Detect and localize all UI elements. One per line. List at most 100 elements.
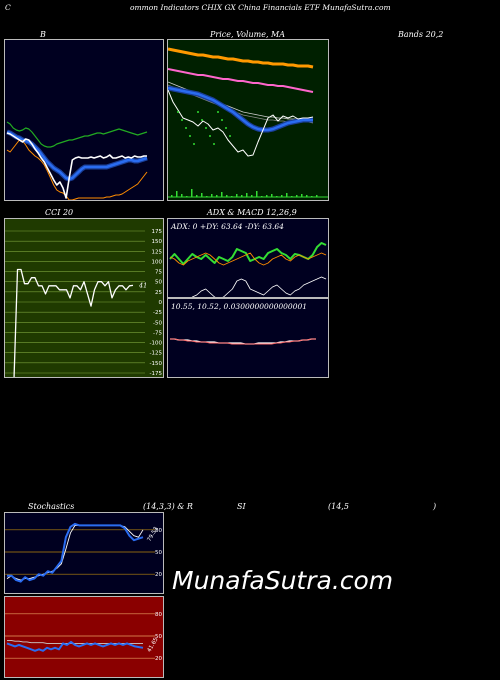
ma-blue-line	[168, 86, 313, 132]
stoch-value-label: 79.53	[147, 526, 160, 543]
label-rsi-params: (14,5	[328, 502, 349, 511]
volume-bar	[281, 195, 283, 197]
rsi-level-label: 50	[155, 634, 162, 640]
adx-mdi: -DY: 63.64	[244, 222, 284, 231]
stoch-main-line	[7, 522, 144, 583]
volume-bar	[271, 194, 273, 197]
cci-tick-label: 0	[159, 300, 163, 306]
cci-line	[13, 268, 134, 377]
bb-upper-line	[6, 121, 148, 148]
label-rsi-close: )	[433, 502, 437, 511]
rsi-level-label: 20	[155, 656, 162, 662]
stochastics-panel: 80 50 20 79.53	[4, 512, 164, 594]
price-dot	[185, 127, 187, 129]
cci-tick-label: 175	[152, 229, 163, 235]
macd-line	[170, 338, 316, 345]
cci-tick-label: -50	[153, 320, 162, 326]
volume-bar	[191, 189, 193, 197]
price-chart	[168, 47, 328, 198]
label-price-volume-ma: Price, Volume, MA	[210, 30, 286, 39]
volume-bar	[211, 194, 213, 197]
volume-bar	[231, 196, 233, 197]
price-dot	[229, 135, 231, 137]
cci-tick-label: 150	[152, 239, 163, 245]
rsi-secondary-line	[7, 639, 143, 644]
watermark: MunafaSutra.com	[172, 566, 394, 595]
rsi-main-line	[6, 640, 144, 652]
macd-text: 10.55, 10.52, 0.0300000000000001	[171, 302, 307, 311]
cci-tick-label: -100	[150, 341, 163, 347]
bb-price-line	[6, 132, 147, 199]
label-adx-macd: ADX & MACD 12,26,9	[207, 208, 297, 217]
volume-bar	[221, 192, 223, 197]
volume-bar	[186, 196, 188, 197]
stoch-secondary-line	[6, 524, 144, 581]
cci-tick-label: -125	[150, 351, 163, 357]
ma-orange-line	[168, 47, 314, 69]
volume-bar	[276, 196, 278, 197]
macd-signal: 10.52,	[197, 302, 222, 311]
price-line	[168, 89, 314, 157]
macd-chart	[170, 338, 316, 345]
adx-value: ADX: 0	[171, 222, 198, 231]
cci-tick-label: -25	[153, 310, 162, 316]
volume-bar	[236, 194, 238, 197]
bb-lower-line	[6, 139, 148, 200]
price-dot	[225, 127, 227, 129]
price-dot	[217, 111, 219, 113]
volume-bar	[251, 195, 253, 197]
cci-tick-label: -175	[150, 371, 163, 377]
price-panel	[167, 39, 329, 201]
macd-hist: 0.0300000000000001	[223, 302, 308, 311]
rsi-chart: 80 50 20 41.65	[5, 612, 162, 662]
adx-text: ADX: 0 +DY: 63.64 -DY: 63.64	[171, 222, 284, 231]
label-stoch-params: (14,3,3) & R	[143, 502, 193, 511]
label-cci: CCI 20	[45, 208, 74, 217]
rsi-level-label: 80	[155, 612, 162, 618]
volume-bar	[291, 196, 293, 197]
price-dot	[189, 135, 191, 137]
cci-tick-label: 100	[152, 259, 163, 265]
volume-bar	[201, 193, 203, 197]
adx-chart	[169, 242, 327, 297]
stoch-level-label: 20	[155, 572, 162, 578]
label-stochastics: Stochastics	[28, 502, 75, 511]
mdi-line	[191, 276, 327, 297]
price-dot	[209, 135, 211, 137]
cci-value-label: 41	[138, 281, 147, 289]
adx-panel: ADX: 0 +DY: 63.64 -DY: 63.64	[167, 218, 329, 298]
volume-bar	[226, 195, 228, 197]
price-dot	[197, 111, 199, 113]
cci-tick-label: 25	[155, 290, 162, 296]
volume-bar	[171, 195, 173, 197]
cci-panel: 175 150 125 100 75 50 25 0 -25 -50 -75 -100 -125 -150…	[4, 218, 164, 378]
header-c: C	[5, 3, 11, 12]
stochastics-chart: 80 50 20 79.53	[5, 522, 162, 583]
stoch-level-label: 80	[155, 528, 162, 534]
price-dot	[221, 119, 223, 121]
price-dot	[177, 111, 179, 113]
cci-tick-label: 125	[152, 249, 163, 255]
volume-bar	[196, 195, 198, 197]
price-dot	[193, 143, 195, 145]
cci-tick-label: -75	[153, 330, 162, 336]
volume-bar	[311, 196, 313, 197]
cci-tick-label: 50	[155, 280, 162, 286]
bollinger-panel	[4, 39, 164, 201]
price-dot	[205, 127, 207, 129]
macd-panel: 10.55, 10.52, 0.0300000000000001	[167, 298, 329, 378]
price-dot	[181, 119, 183, 121]
cci-tick-label: 75	[155, 270, 162, 276]
volume-bar	[216, 195, 218, 197]
volume-bar	[301, 194, 303, 197]
volume-bar	[241, 195, 243, 197]
volume-bar	[306, 195, 308, 197]
rsi-panel: 80 50 20 41.65	[4, 596, 164, 678]
rsi-value-label: 41.65	[147, 636, 160, 653]
volume-bar	[181, 194, 183, 197]
adx-line	[169, 242, 327, 265]
ma-blue-glow	[168, 85, 313, 133]
volume-bar	[176, 191, 178, 197]
price-dot	[201, 119, 203, 121]
volume-bar	[296, 195, 298, 197]
